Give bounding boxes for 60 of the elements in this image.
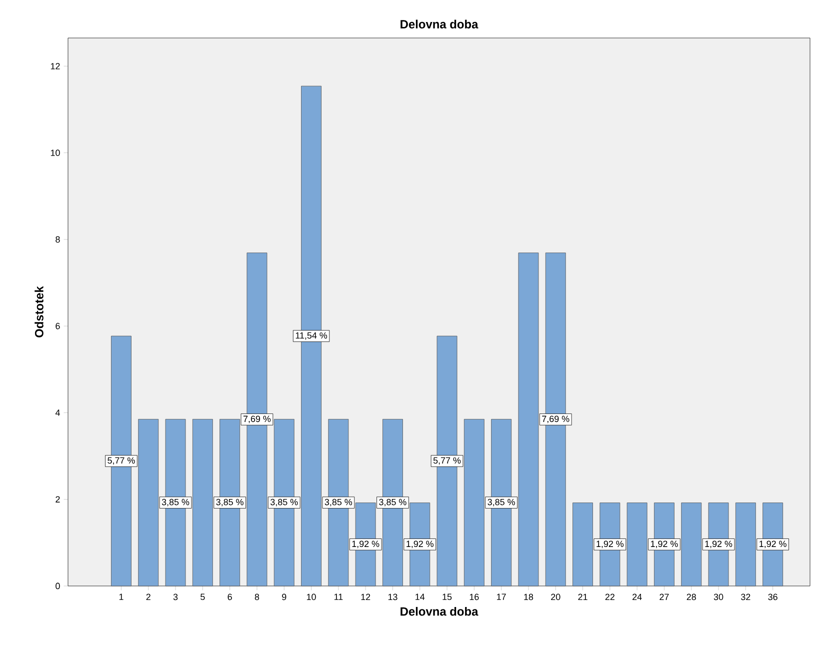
x-tick-label: 20 [551,594,560,600]
data-label: 1,92 % [352,540,380,548]
x-tick-label: 28 [686,594,696,600]
bar [464,419,484,586]
data-label: 3,85 % [324,498,352,506]
y-tick-label: 8 [56,236,60,243]
bar [681,502,702,586]
x-tick-label: 13 [388,594,398,600]
data-label: 1,92 % [650,540,678,548]
x-tick-label: 27 [660,594,669,600]
x-tick-label: 16 [470,594,479,600]
data-label: 1,92 % [406,540,434,548]
x-tick-label: 1 [119,594,124,600]
x-tick-label: 2 [146,594,150,600]
x-tick-label: 10 [306,594,316,600]
data-label: 1,92 % [760,540,786,548]
data-label: 7,69 % [243,416,271,424]
data-label: 1,92 % [596,540,624,548]
data-label: 3,85 % [270,498,298,506]
x-tick-label: 3 [173,594,178,600]
y-tick-label: 12 [50,63,60,70]
x-tick-label: 6 [228,594,232,600]
x-tick-label: 21 [578,594,588,600]
x-tick-label: 14 [416,594,425,600]
data-label: 1,92 % [705,540,732,548]
y-tick-label: 4 [55,410,60,416]
bar [138,419,159,586]
data-label: 5,77 % [108,457,135,465]
y-axis-title: Odstotek [34,286,44,338]
data-label: 3,85 % [488,498,515,506]
y-tick-label: 2 [56,496,60,502]
x-tick-label: 22 [605,594,614,600]
x-tick-label: 12 [361,594,370,600]
data-label: 3,85 % [216,498,244,506]
bar [735,502,756,586]
x-tick-label: 9 [282,594,286,600]
x-tick-label: 11 [334,594,343,600]
y-tick-label: 0 [56,582,60,590]
x-tick-label: 32 [741,594,750,600]
x-tick-label: 36 [768,594,778,600]
x-tick-label: 8 [254,594,260,600]
data-label: 5,77 % [433,457,461,465]
data-label: 3,85 % [379,498,406,506]
x-tick-label: 30 [714,594,724,600]
data-label: 3,85 % [162,498,190,506]
bar [518,252,539,586]
bar [572,502,593,586]
bar [626,502,648,586]
chart-title: Delovna doba [400,20,478,28]
x-tick-label: 15 [442,594,452,600]
x-axis-title: Delovna doba [400,606,478,616]
x-tick-label: 18 [524,594,534,600]
x-tick-label: 5 [200,594,205,600]
x-tick-label: 24 [632,594,642,600]
data-label: 11,54 % [296,332,328,340]
bar [192,419,213,586]
y-tick-label: 6 [56,322,60,330]
x-tick-label: 17 [497,594,506,600]
y-tick-label: 10 [50,150,60,156]
data-label: 7,69 % [542,416,570,424]
